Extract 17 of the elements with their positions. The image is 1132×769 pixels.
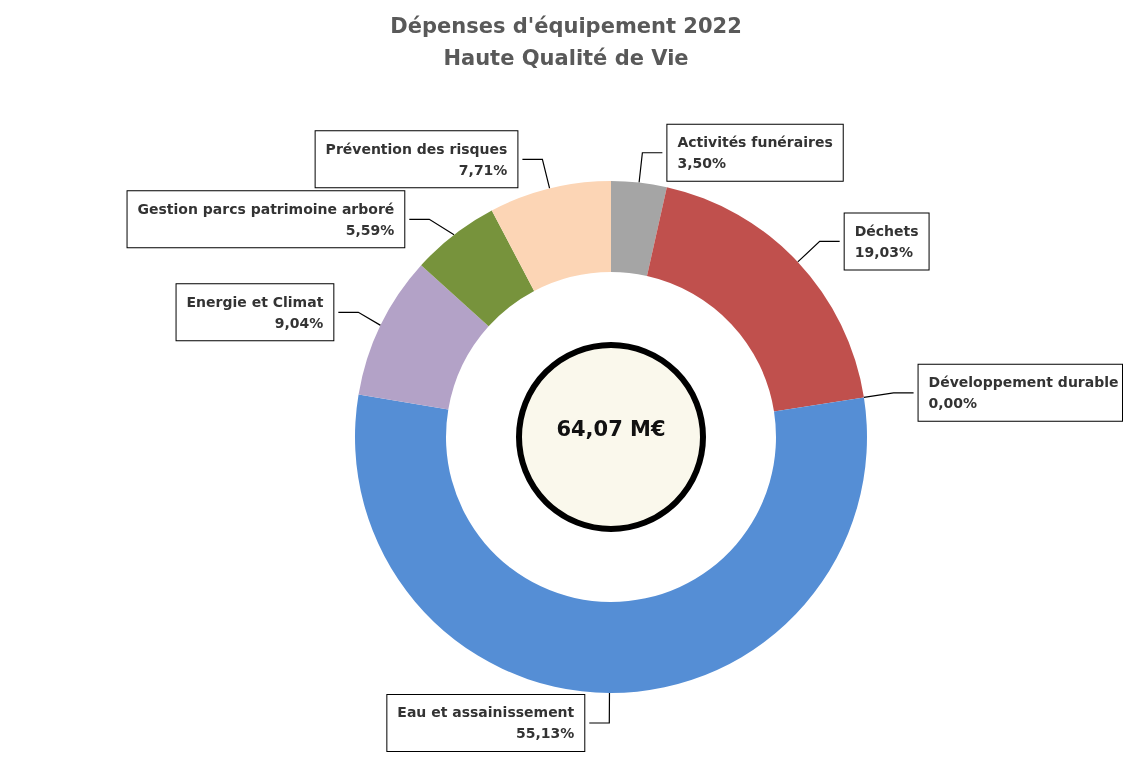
data-label: 19,03% [854,243,913,260]
slice-label: Déchets [854,222,919,239]
text: 64,07 M€ [555,417,667,441]
data-label: 3,50% [677,155,726,172]
data-label: 9,04% [274,314,324,331]
data-label: 5,59% [345,221,395,238]
slice-label: Prévention des risques [325,140,508,157]
slice-label: Eau et assainissement [397,704,575,721]
category-label: Développement durable [928,374,1119,391]
text: 0,00% [928,395,978,412]
data-label: 7,71% [458,161,508,178]
chart-title: Dépenses d'équipement 2022 [390,13,742,38]
slice-label: Energie et Climat [186,293,324,310]
data-label: 55,13% [515,725,575,742]
slice-label: Activités funéraires [677,134,833,151]
chart-subtitle: Haute Qualité de Vie [443,45,689,70]
slice-label: Gestion parcs patrimoine arboré [137,200,395,217]
